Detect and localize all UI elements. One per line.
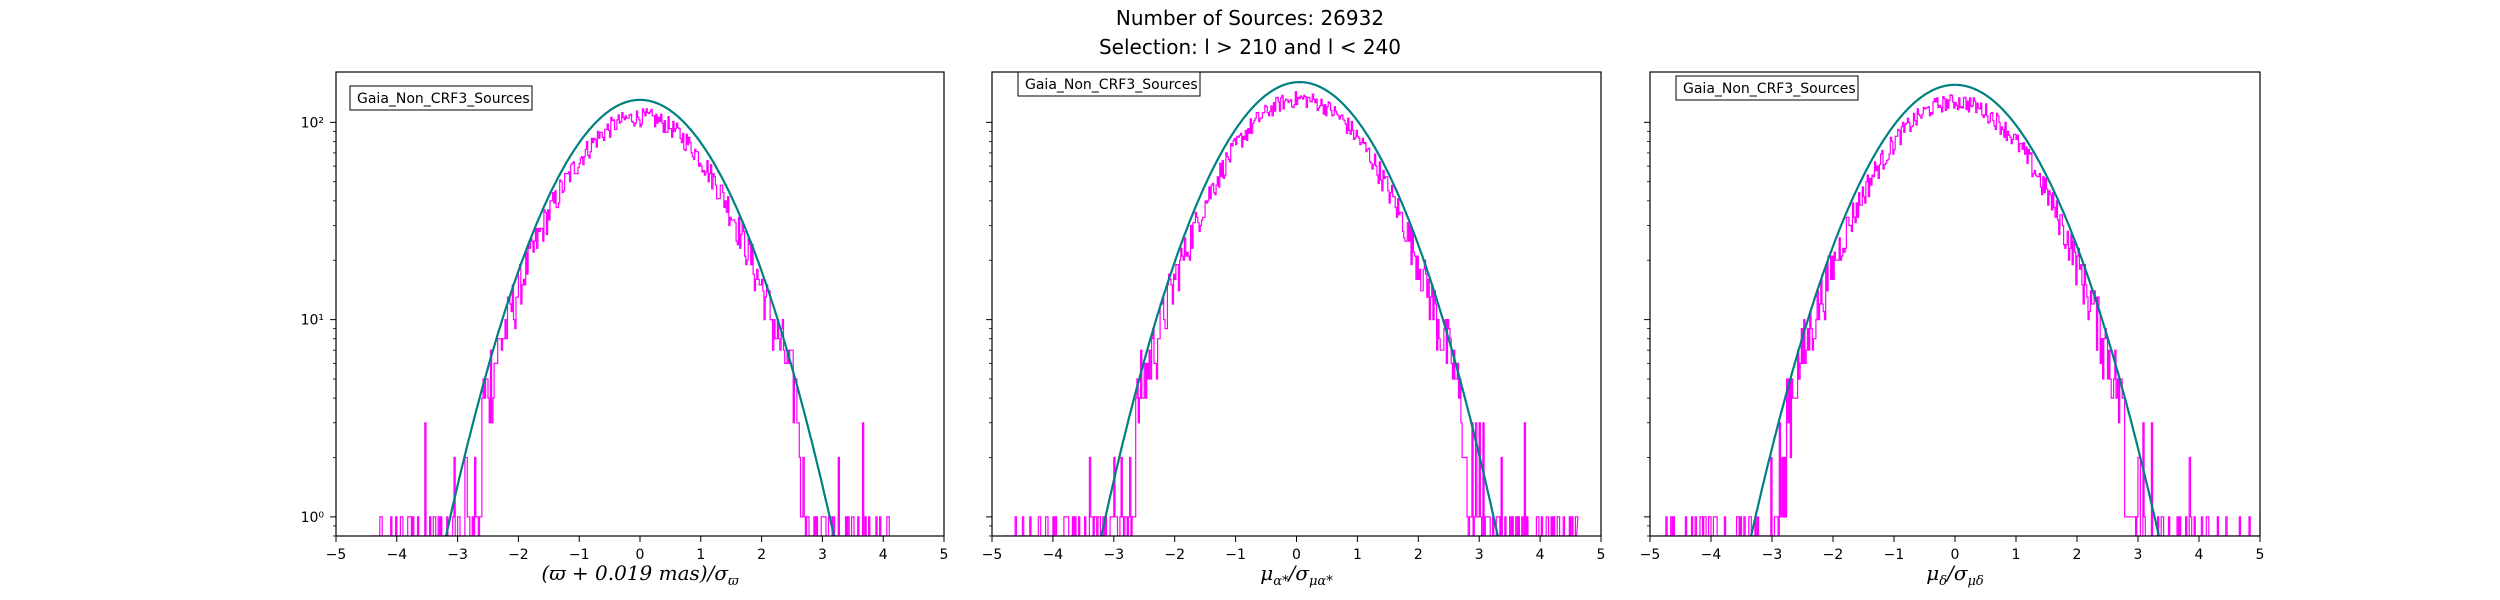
legend-box-1 — [349, 85, 533, 111]
x-tick-label-3-3: −2 — [1823, 547, 1844, 563]
y-tick-label-1: 10¹ — [301, 313, 324, 329]
gaussian-fit-2 — [1100, 81, 1499, 536]
x-tick-label-3-7: 2 — [2073, 547, 2082, 563]
x-tick-label-2-7: 2 — [1414, 547, 1423, 563]
gaussian-fit-3 — [1749, 83, 2161, 536]
legend-label-3: Gaia_Non_CRF3_Sources — [1683, 81, 1856, 97]
x-tick-label-3-6: 1 — [2012, 547, 2021, 563]
x-tick-label-1-6: 1 — [696, 547, 705, 563]
x-tick-label-1-5: 0 — [636, 547, 645, 563]
legend-box-2 — [1017, 71, 1201, 97]
axes-frame-2 — [991, 71, 1602, 537]
gaussian-fit-1 — [444, 98, 836, 536]
x-tick-label-1-10: 5 — [940, 547, 949, 563]
x-tick-label-2-1: −4 — [1043, 547, 1064, 563]
legend-box-3 — [1675, 75, 1859, 101]
legend-label-2: Gaia_Non_CRF3_Sources — [1025, 77, 1198, 93]
histogram-3 — [1662, 94, 2260, 536]
x-tick-label-2-8: 3 — [1475, 547, 1484, 563]
figure-title-line1: Number of Sources: 26932 — [1115, 6, 1385, 30]
x-tick-label-1-3: −2 — [508, 547, 529, 563]
x-axis-label-3: μδ/σμδ — [1926, 561, 1984, 589]
x-tick-label-2-9: 4 — [1536, 547, 1545, 563]
x-tick-label-3-0: −5 — [1640, 547, 1661, 563]
y-tick-label-0: 10⁰ — [301, 510, 325, 526]
x-tick-label-2-5: 0 — [1292, 547, 1301, 563]
histogram-1 — [372, 108, 891, 536]
x-tick-label-3-5: 0 — [1951, 547, 1960, 563]
x-tick-label-3-2: −3 — [1762, 547, 1783, 563]
figure-title-line2: Selection: l > 210 and l < 240 — [1098, 35, 1401, 59]
x-tick-label-3-1: −4 — [1701, 547, 1722, 563]
x-tick-label-3-10: 5 — [2256, 547, 2265, 563]
axes-frame-3 — [1649, 71, 2261, 537]
x-tick-label-1-1: −4 — [386, 547, 407, 563]
x-tick-label-2-3: −2 — [1164, 547, 1185, 563]
x-tick-label-2-4: −1 — [1225, 547, 1246, 563]
x-tick-label-1-4: −1 — [569, 547, 590, 563]
y-tick-label-2: 10² — [301, 115, 324, 131]
x-tick-label-1-7: 2 — [757, 547, 766, 563]
x-tick-label-2-6: 1 — [1353, 547, 1362, 563]
axes-frame-1 — [335, 71, 945, 537]
x-tick-label-1-8: 3 — [818, 547, 827, 563]
histogram-2 — [1004, 91, 1579, 536]
x-tick-label-1-2: −3 — [447, 547, 468, 563]
x-tick-label-3-4: −1 — [1884, 547, 1905, 563]
x-tick-label-2-0: −5 — [982, 547, 1003, 563]
x-tick-label-3-9: 4 — [2195, 547, 2204, 563]
x-tick-label-2-10: 5 — [1597, 547, 1606, 563]
x-tick-label-2-2: −3 — [1103, 547, 1124, 563]
x-axis-label-1: (ϖ + 0.019 mas)/σϖ — [541, 561, 739, 589]
x-tick-label-1-9: 4 — [879, 547, 888, 563]
x-tick-label-1-0: −5 — [326, 547, 347, 563]
x-axis-label-2: μα*/σμα* — [1260, 561, 1333, 589]
legend-label-1: Gaia_Non_CRF3_Sources — [357, 91, 530, 107]
x-tick-label-3-8: 3 — [2134, 547, 2143, 563]
